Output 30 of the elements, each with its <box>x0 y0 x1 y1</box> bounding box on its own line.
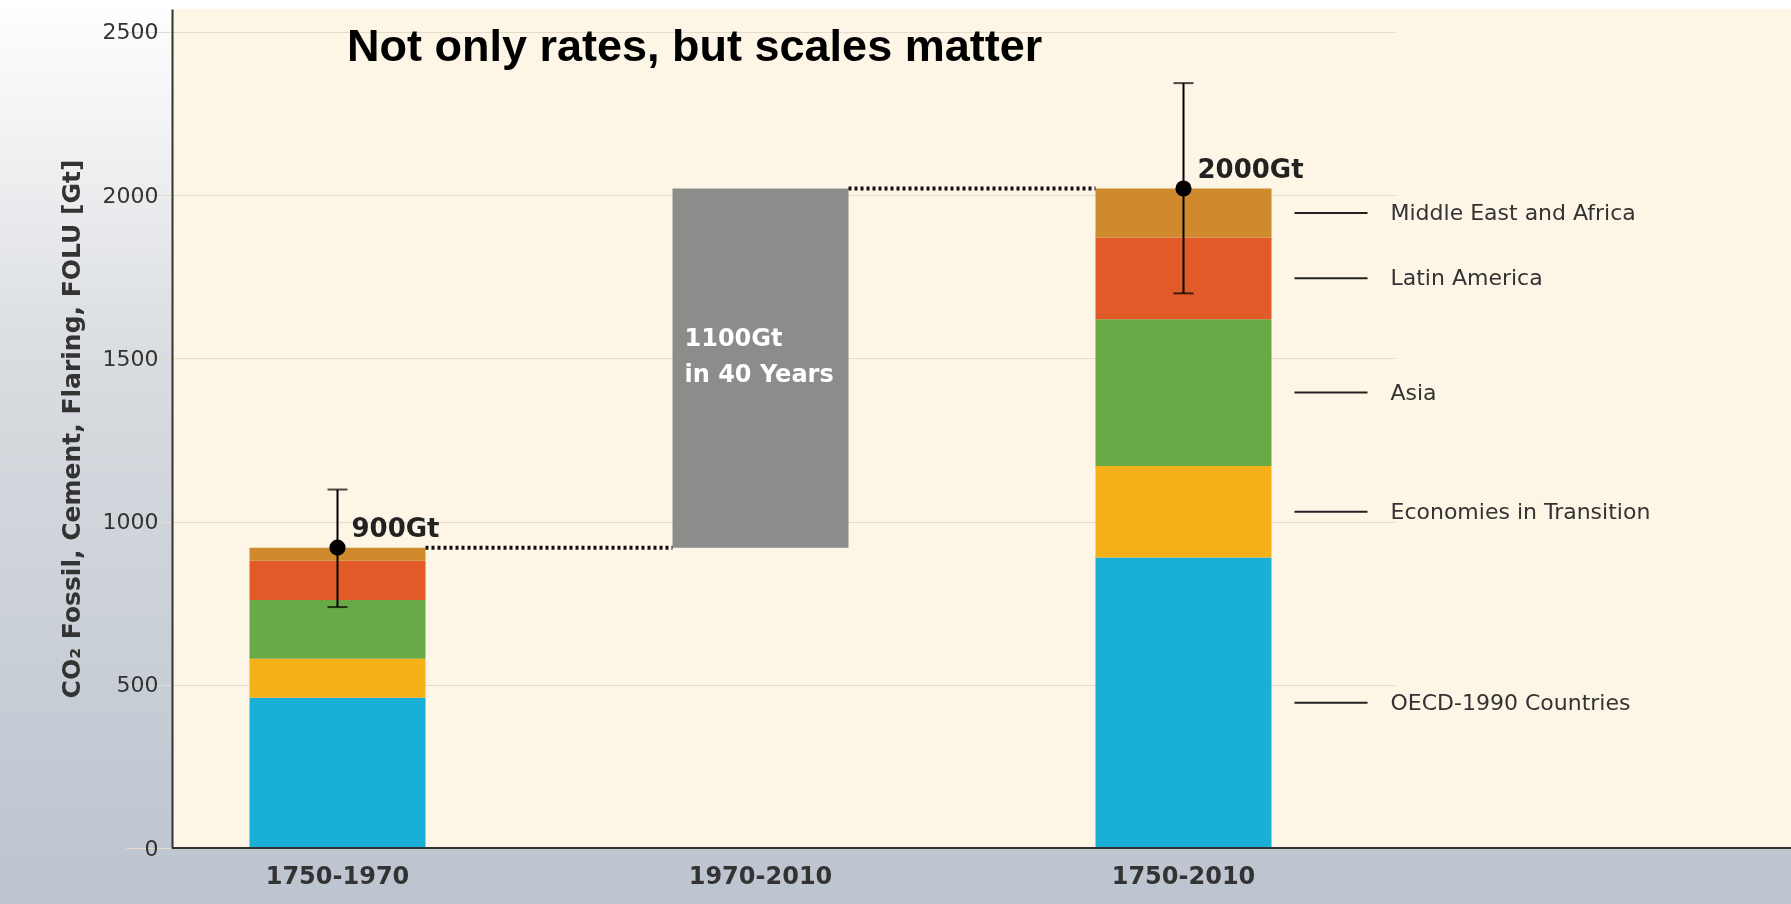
chart-title: Not only rates, but scales matter <box>347 20 1043 71</box>
y-tick-label: 1000 <box>102 509 159 535</box>
annotation: 2000Gt <box>1197 153 1304 184</box>
bar <box>249 547 426 561</box>
text: Asia <box>1390 379 1437 405</box>
x-tick-label: 1750-2010 <box>1111 861 1256 890</box>
y-tick-label: 500 <box>116 672 159 698</box>
bar <box>1095 319 1272 467</box>
bar <box>1095 466 1272 558</box>
y-tick-label: 0 <box>144 835 159 861</box>
text: OECD-1990 Countries <box>1390 689 1631 715</box>
text: Middle East and Africa <box>1390 200 1636 226</box>
bar <box>249 697 426 848</box>
bar <box>672 188 849 548</box>
x-tick-label: 1970-2010 <box>688 861 833 890</box>
text: Economies in Transition <box>1390 498 1651 524</box>
y-axis-title: CO₂ Fossil, Cement, Flaring, FOLU [Gt] <box>56 159 86 699</box>
annotation: 1100Gt in 40 Years <box>684 324 834 389</box>
bar <box>1095 237 1272 320</box>
bar <box>1095 557 1272 848</box>
bar <box>249 560 426 600</box>
y-tick-label: 1500 <box>102 345 159 371</box>
y-tick-label: 2500 <box>102 19 159 45</box>
x-tick-label: 1750-1970 <box>265 861 410 890</box>
bar <box>1095 188 1272 238</box>
bar <box>249 658 426 698</box>
y-tick-label: 2000 <box>102 182 159 208</box>
annotation: 900Gt <box>351 512 440 543</box>
text: Latin America <box>1390 265 1543 291</box>
bar <box>249 599 426 659</box>
